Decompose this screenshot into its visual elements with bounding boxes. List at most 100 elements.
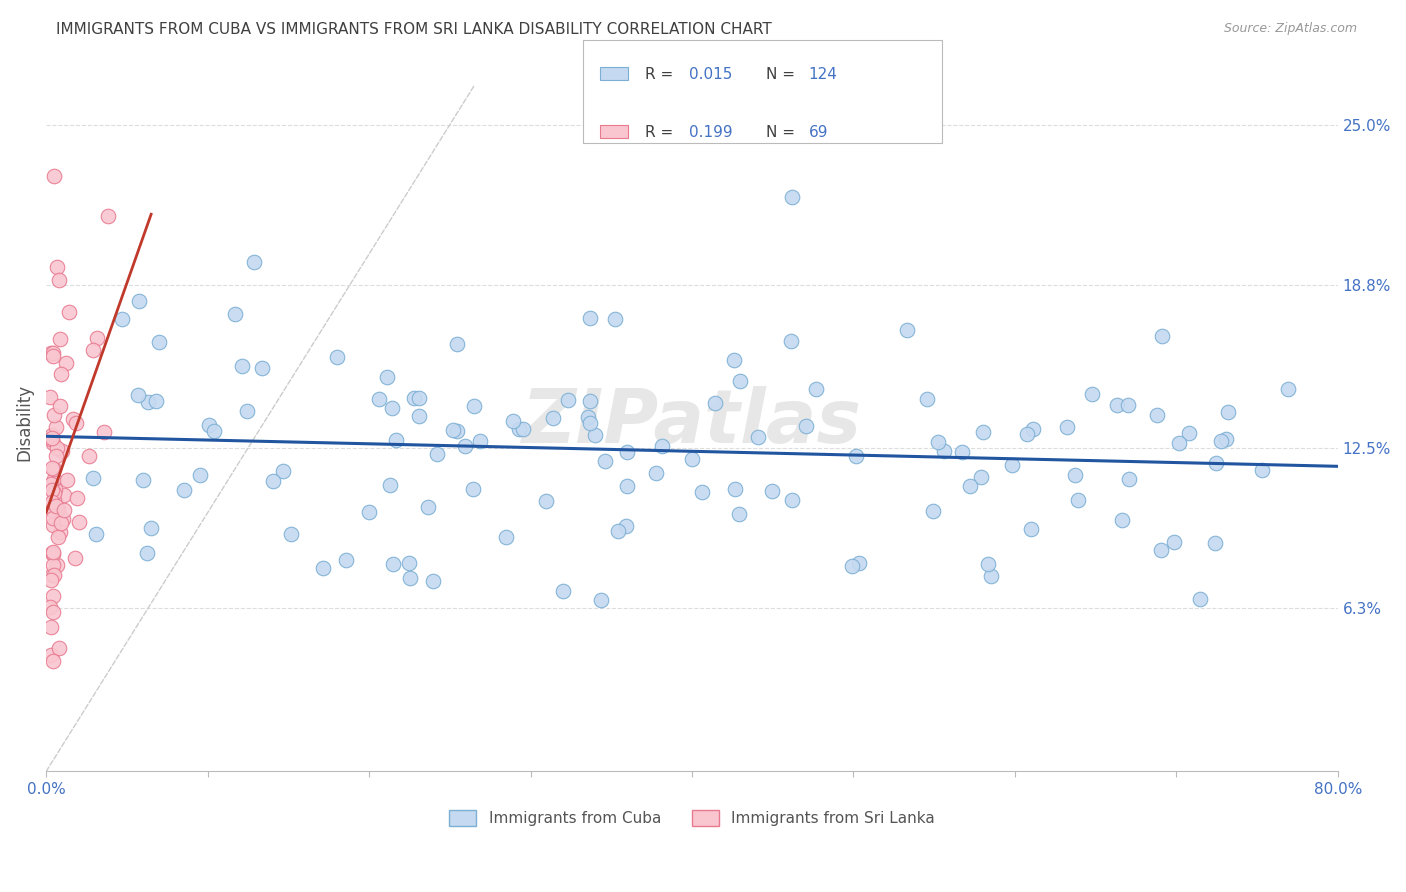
Point: [42, 472, 65, 486]
Point: [55, 356, 77, 370]
Point: [761, 484, 783, 499]
Point: [977, 557, 1000, 571]
Point: [579, 394, 602, 409]
Point: [312, 561, 335, 575]
Point: [42, 589, 65, 603]
Point: [1277, 382, 1299, 396]
Point: [42, 462, 65, 476]
Point: [972, 425, 994, 439]
Point: [1168, 436, 1191, 450]
Point: [690, 484, 713, 499]
Point: [915, 392, 938, 406]
Point: [927, 434, 949, 449]
Point: [45, 558, 67, 573]
Point: [197, 417, 219, 432]
Point: [426, 446, 449, 460]
Point: [39, 648, 62, 662]
Point: [41, 461, 63, 475]
Point: [1001, 458, 1024, 472]
Point: [578, 310, 600, 325]
Point: [41, 427, 63, 442]
Point: [48, 273, 70, 287]
Point: [416, 500, 439, 514]
Text: N =: N =: [766, 67, 800, 81]
Point: [42, 435, 65, 450]
Point: [243, 255, 266, 269]
Point: [921, 504, 943, 518]
Point: [541, 411, 564, 425]
Point: [780, 492, 803, 507]
Point: [148, 335, 170, 350]
Point: [44, 493, 66, 508]
Point: [93, 425, 115, 439]
Point: [38, 498, 60, 512]
Point: [41, 546, 63, 560]
Point: [463, 482, 485, 496]
Point: [1056, 420, 1078, 434]
Point: [934, 444, 956, 458]
Point: [63, 550, 86, 565]
Point: [41, 346, 63, 360]
Point: [616, 479, 638, 493]
Point: [970, 470, 993, 484]
Point: [136, 546, 159, 560]
Point: [780, 190, 803, 204]
Point: [1149, 543, 1171, 558]
Point: [723, 352, 745, 367]
Point: [139, 521, 162, 535]
Point: [262, 475, 284, 489]
Point: [1150, 329, 1173, 343]
Point: [173, 483, 195, 498]
Point: [1080, 387, 1102, 401]
Point: [1250, 463, 1272, 477]
Point: [48, 399, 70, 413]
Point: [1146, 408, 1168, 422]
Point: [408, 409, 430, 424]
Point: [593, 454, 616, 468]
Point: [651, 439, 673, 453]
Point: [780, 334, 803, 348]
Point: [77, 449, 100, 463]
Point: [48, 641, 70, 656]
Point: [128, 293, 150, 308]
Point: [52, 488, 75, 502]
Y-axis label: Disability: Disability: [15, 384, 32, 461]
Point: [724, 482, 747, 496]
Point: [56, 474, 79, 488]
Point: [848, 556, 870, 570]
Point: [44, 169, 66, 184]
Point: [188, 467, 211, 482]
Point: [44, 482, 66, 496]
Point: [1019, 523, 1042, 537]
Point: [579, 416, 602, 430]
Point: [794, 419, 817, 434]
Point: [1067, 493, 1090, 508]
Point: [1015, 426, 1038, 441]
Point: [591, 592, 613, 607]
Point: [1111, 513, 1133, 527]
Point: [42, 545, 65, 559]
Point: [51, 443, 73, 458]
Point: [1063, 467, 1085, 482]
Point: [42, 605, 65, 619]
Point: [380, 478, 402, 492]
Point: [470, 434, 492, 449]
Point: [224, 307, 246, 321]
Point: [42, 346, 65, 360]
Point: [41, 495, 63, 509]
Point: [45, 441, 67, 455]
Point: [614, 519, 637, 533]
Point: [446, 337, 468, 351]
Point: [845, 449, 868, 463]
Point: [384, 433, 406, 447]
Point: [1118, 472, 1140, 486]
Point: [1209, 434, 1232, 448]
Point: [86, 331, 108, 345]
Point: [381, 557, 404, 571]
Point: [368, 392, 391, 407]
Point: [97, 209, 120, 223]
Point: [704, 396, 727, 410]
Text: ZIPatlas: ZIPatlas: [522, 385, 862, 458]
Point: [512, 422, 534, 436]
Point: [280, 527, 302, 541]
